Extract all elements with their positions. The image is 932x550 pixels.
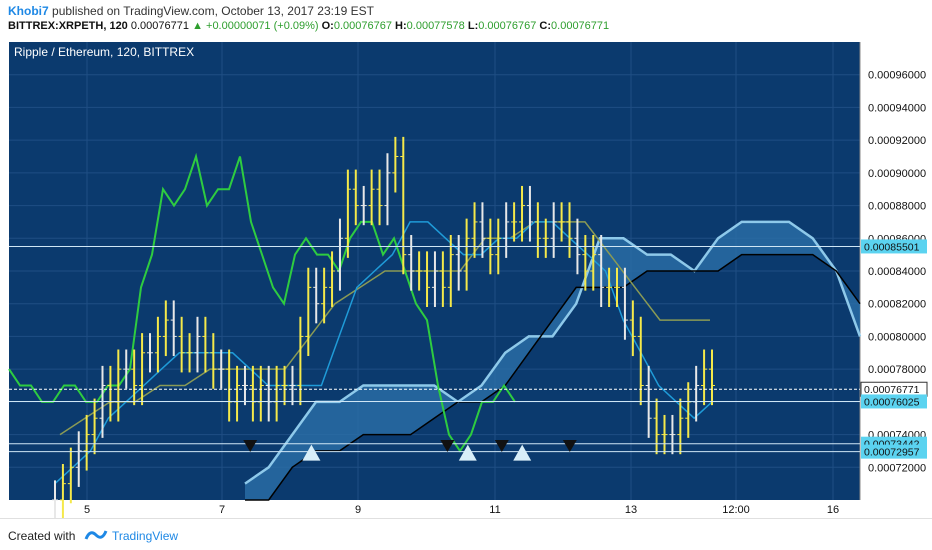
y-tick-label: 0.00084000	[868, 266, 926, 278]
up-arrow-icon: ▲	[192, 20, 203, 32]
price-chart[interactable]: 0.00096000 0.00094000 0.00092000 0.00090000…	[0, 40, 932, 518]
price-change: +0.00000071 (+0.09%)	[206, 20, 319, 32]
x-tick-label: 13	[625, 504, 637, 516]
author-link[interactable]: Khobi7	[8, 4, 49, 18]
ichimoku-cloud	[245, 221, 860, 500]
open-label: O:	[321, 20, 334, 32]
price-label-box	[861, 394, 927, 409]
span-b-line	[245, 253, 861, 501]
open-value: 0.00076767	[333, 20, 392, 32]
y-tick-label: 0.00080000	[868, 331, 926, 343]
close-value: 0.00076771	[551, 20, 610, 32]
buy-marker	[302, 444, 321, 461]
sell-marker	[243, 440, 258, 453]
last-price: 0.00076771	[130, 20, 189, 32]
price-label-box	[861, 239, 927, 254]
y-tick-label: 0.00088000	[868, 201, 926, 213]
x-tick-label: 5	[84, 504, 90, 516]
symbol-label: BITTREX:XRPETH, 120	[8, 20, 128, 32]
chart-title: Ripple / Ethereum, 120, BITTREX	[14, 45, 194, 59]
x-tick-label: 7	[219, 504, 225, 516]
x-tick-label: 16	[827, 504, 839, 516]
x-tick-label: 12:00	[722, 504, 750, 516]
price-label-text: 0.00076771	[864, 384, 920, 396]
ohlc-legend: BITTREX:XRPETH, 120 0.00076771 ▲ +0.0000…	[8, 20, 609, 32]
high-label: H:	[395, 20, 407, 32]
low-label: L:	[467, 20, 479, 32]
tradingview-brand[interactable]: TradingView	[112, 529, 179, 543]
span-a-line	[244, 220, 862, 485]
published-text: published on TradingView.com, October 13…	[52, 4, 374, 18]
y-tick-label: 0.00096000	[868, 70, 926, 82]
footer: Created with TradingView	[0, 518, 932, 550]
chart-header: Khobi7 published on TradingView.com, Oct…	[0, 0, 932, 40]
y-tick-label: 0.00090000	[868, 168, 926, 180]
tradingview-logo-icon[interactable]	[84, 527, 108, 543]
price-label-text: 0.00085501	[864, 241, 920, 253]
y-tick-label: 0.00082000	[868, 299, 926, 311]
price-label-box	[861, 444, 927, 459]
x-tick-label: 11	[489, 504, 500, 516]
x-tick-label: 9	[355, 504, 361, 516]
buy-marker	[513, 444, 532, 461]
sell-marker	[440, 440, 455, 453]
low-value: 0.00076767	[478, 20, 537, 32]
y-tick-label: 0.00092000	[868, 135, 926, 147]
y-tick-label: 0.00094000	[868, 102, 926, 114]
price-label-text: 0.00076025	[864, 396, 920, 408]
y-tick-label: 0.00078000	[868, 364, 926, 376]
price-label-text: 0.00072957	[864, 447, 920, 459]
buy-marker	[458, 444, 477, 461]
tenkan-line	[54, 221, 713, 485]
y-tick-label: 0.00072000	[868, 462, 926, 474]
close-label: C:	[539, 20, 552, 32]
created-with-text: Created with	[8, 529, 76, 543]
high-value: 0.00077578	[406, 20, 465, 32]
sell-marker	[494, 440, 509, 453]
chart-area[interactable]: 0.00096000 0.00094000 0.00092000 0.00090000…	[0, 40, 932, 518]
sell-marker	[562, 440, 577, 453]
publish-info: Khobi7 published on TradingView.com, Oct…	[8, 4, 374, 18]
